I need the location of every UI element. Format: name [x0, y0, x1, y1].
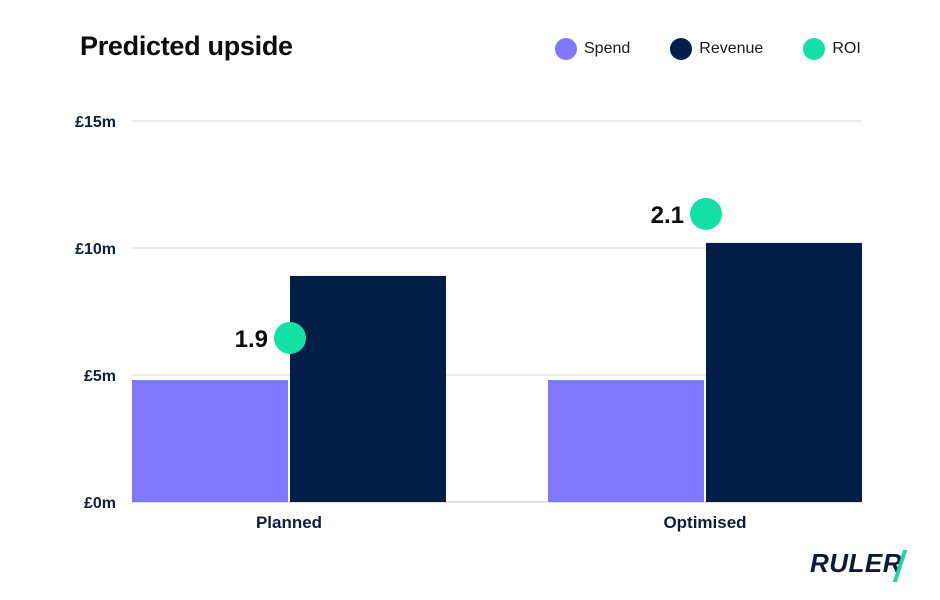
y-tick-label: £0m [84, 495, 116, 512]
chart-title: Predicted upside [80, 31, 293, 61]
legend-label-revenue: Revenue [699, 40, 764, 57]
legend-dot-spend [555, 38, 577, 60]
bar-revenue [706, 242, 862, 503]
y-tick-label: £15m [75, 114, 116, 131]
bar-spend [548, 380, 704, 502]
legend-dot-revenue [670, 38, 693, 60]
legend-label-roi: ROI [832, 40, 861, 57]
legend-item-roi: ROI [803, 38, 861, 60]
roi-marker [274, 321, 306, 354]
roi-marker [690, 197, 722, 230]
legend-item-revenue: Revenue [670, 38, 763, 60]
legend-item-spend: Spend [555, 38, 630, 60]
roi-data-label: 1.9 [235, 326, 268, 353]
roi-data-label: 2.1 [651, 202, 684, 229]
bar-revenue [290, 275, 446, 502]
bar-spend [132, 380, 288, 502]
legend: Spend Revenue ROI [555, 38, 861, 60]
ruler-logo: RULER [810, 548, 903, 578]
x-tick-label: Planned [256, 513, 322, 532]
legend-dot-roi [803, 38, 826, 60]
y-tick-label: £5m [84, 368, 116, 385]
legend-label-spend: Spend [584, 40, 631, 57]
x-tick-label: Optimised [663, 513, 746, 532]
y-tick-label: £10m [75, 241, 116, 258]
